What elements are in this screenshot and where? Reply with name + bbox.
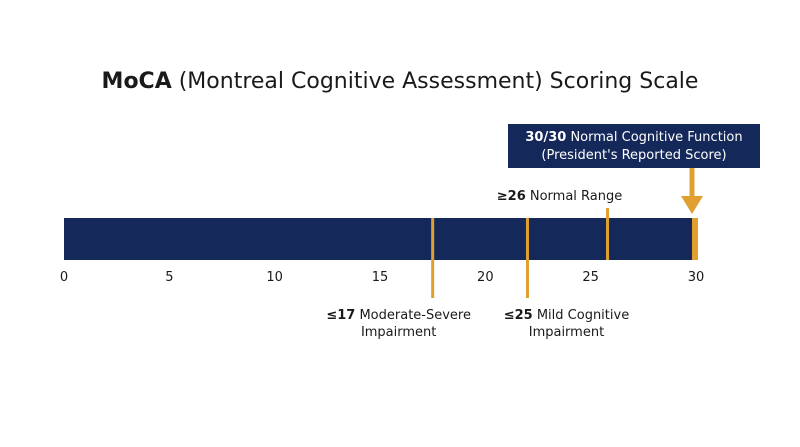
- scale-bar: [64, 218, 696, 260]
- marker-label-line2-0: Impairment: [361, 325, 436, 340]
- highlight-label-line2: (President's Reported Score): [541, 148, 726, 163]
- plot-area: 0 5 10 15 20 25 30 ≤17 Moderate-Severe Impairmen…: [60, 124, 760, 340]
- highlight-arrow-head: [681, 196, 703, 214]
- chart-title-rest: (Montreal Cognitive Assessment) Scoring …: [172, 69, 699, 94]
- marker-label-0: ≤17 Moderate-Severe: [326, 308, 471, 323]
- tick-label-0: 0: [60, 270, 68, 285]
- chart-title: MoCA (Montreal Cognitive Assessment) Sco…: [102, 69, 699, 94]
- tick-label-25: 25: [582, 270, 599, 285]
- tick-label-15: 15: [372, 270, 389, 285]
- marker-label-line2-1: Impairment: [529, 325, 604, 340]
- tick-label-30: 30: [688, 270, 705, 285]
- marker-label-1: ≤25 Mild Cognitive: [504, 308, 629, 323]
- tick-label-20: 20: [477, 270, 494, 285]
- marker-label-2: ≥26 Normal Range: [497, 189, 623, 204]
- highlight-score-marker: [692, 218, 698, 260]
- highlight-label: 30/30 Normal Cognitive Function: [525, 130, 742, 145]
- chart-title-bold: MoCA: [102, 69, 172, 94]
- tick-label-10: 10: [266, 270, 283, 285]
- highlight-box: [508, 124, 760, 168]
- tick-label-5: 5: [165, 270, 173, 285]
